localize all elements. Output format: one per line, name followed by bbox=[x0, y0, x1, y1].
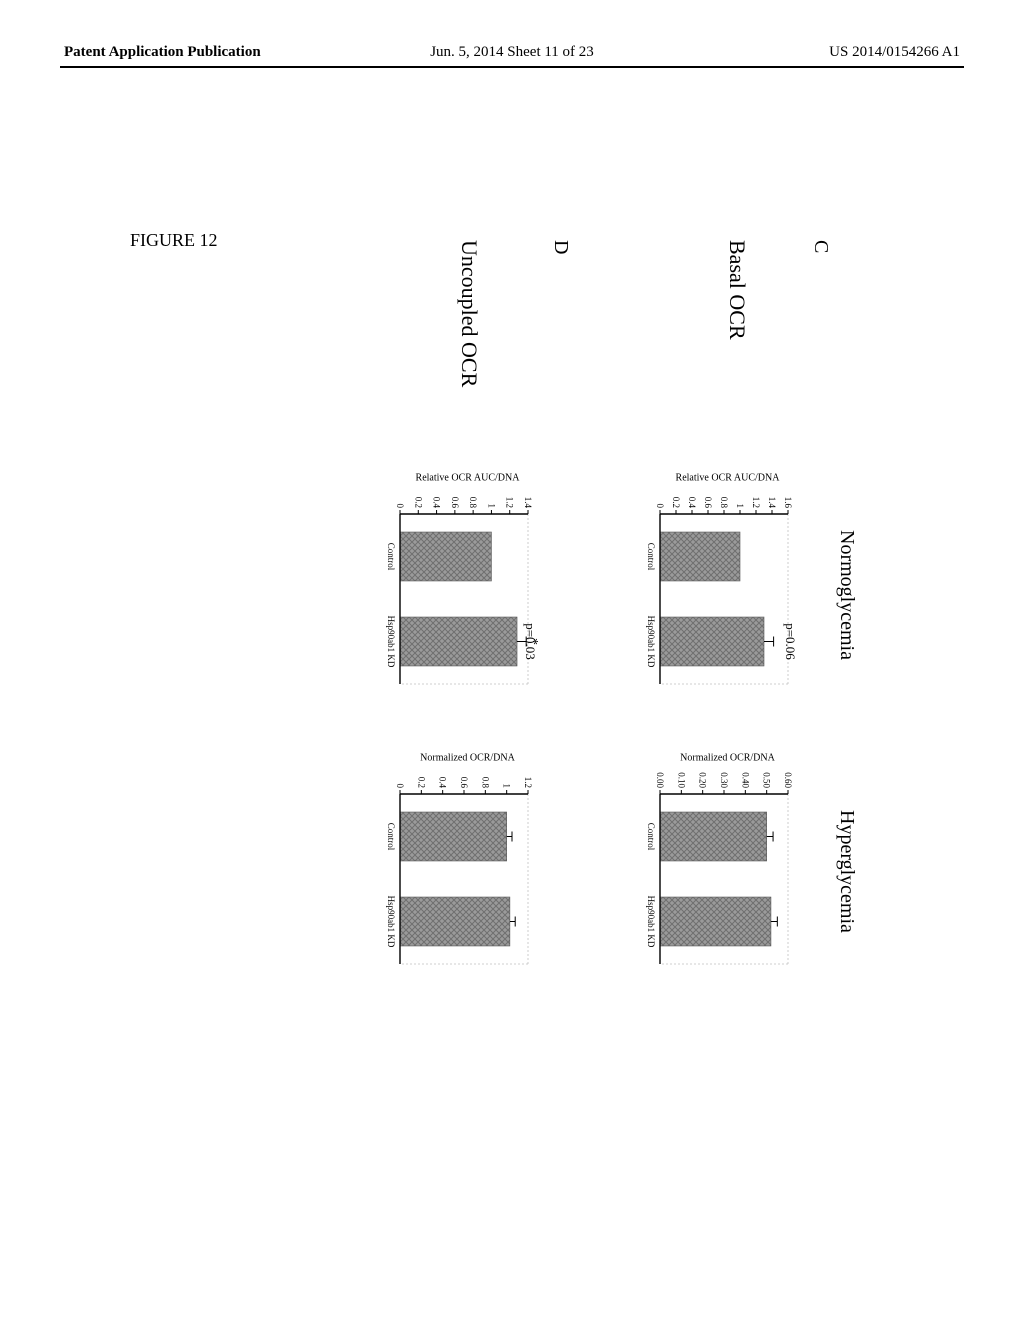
svg-text:0.30: 0.30 bbox=[719, 772, 729, 788]
row-label-basal-ocr: Basal OCR bbox=[724, 240, 750, 340]
svg-text:0: 0 bbox=[655, 504, 665, 509]
svg-text:0.8: 0.8 bbox=[468, 497, 478, 509]
col-title-normoglycemia: Normoglycemia bbox=[835, 530, 858, 660]
svg-text:0.2: 0.2 bbox=[413, 497, 423, 508]
figure-rotated-content: C Basal OCR D Uncoupled OCR Normoglycemi… bbox=[162, 240, 862, 1140]
svg-text:1: 1 bbox=[486, 504, 496, 509]
svg-text:Hsp90ab1 KD: Hsp90ab1 KD bbox=[386, 896, 396, 948]
svg-text:0.40: 0.40 bbox=[740, 772, 750, 788]
svg-text:1.2: 1.2 bbox=[523, 777, 533, 788]
ylabel-C-hyper: Normalized OCR/DNA bbox=[668, 753, 788, 764]
ylabel-D-normo: Relative OCR AUC/DNA bbox=[408, 473, 528, 484]
svg-text:0.10: 0.10 bbox=[676, 772, 686, 788]
svg-text:1.6: 1.6 bbox=[783, 497, 793, 509]
panel-C-letter: C bbox=[809, 240, 832, 253]
svg-text:0: 0 bbox=[395, 504, 405, 509]
svg-text:1.4: 1.4 bbox=[523, 497, 533, 509]
svg-text:Hsp90ab1 KD: Hsp90ab1 KD bbox=[646, 896, 656, 948]
svg-text:0.6: 0.6 bbox=[459, 777, 469, 789]
row-label-uncoupled-ocr: Uncoupled OCR bbox=[456, 240, 482, 387]
svg-text:Hsp90ab1 KD: Hsp90ab1 KD bbox=[646, 616, 656, 668]
svg-text:Control: Control bbox=[386, 823, 396, 851]
svg-text:0.6: 0.6 bbox=[450, 497, 460, 509]
bar-chart-D-hyper: 0 0.2 0.4 0.6 0.8 1 1.2 Control Hsp90ab1 KD bbox=[372, 750, 562, 970]
svg-text:Hsp90ab1 KD: Hsp90ab1 KD bbox=[386, 616, 396, 668]
ylabel-C-normo: Relative OCR AUC/DNA bbox=[668, 473, 788, 484]
svg-text:0.8: 0.8 bbox=[480, 777, 490, 789]
svg-text:p=0.03: p=0.03 bbox=[523, 623, 538, 660]
svg-text:0.60: 0.60 bbox=[783, 772, 793, 788]
svg-text:0.2: 0.2 bbox=[416, 777, 426, 788]
svg-text:Control: Control bbox=[646, 823, 656, 851]
svg-text:0.8: 0.8 bbox=[719, 497, 729, 509]
svg-text:0.00: 0.00 bbox=[655, 772, 665, 788]
bar-chart-C-hyper: 0.00 0.10 0.20 0.30 0.40 0.50 0.60 Control Hsp90… bbox=[632, 750, 822, 970]
svg-text:0.4: 0.4 bbox=[687, 497, 697, 509]
svg-text:1: 1 bbox=[502, 784, 512, 789]
svg-text:0.4: 0.4 bbox=[438, 777, 448, 789]
panel-D-letter: D bbox=[549, 240, 572, 254]
col-title-hyperglycemia: Hyperglycemia bbox=[835, 810, 858, 933]
svg-text:0.50: 0.50 bbox=[762, 772, 772, 788]
svg-text:1.2: 1.2 bbox=[751, 497, 761, 508]
svg-text:Control: Control bbox=[386, 543, 396, 571]
svg-text:Control: Control bbox=[646, 543, 656, 571]
ylabel-D-hyper: Normalized OCR/DNA bbox=[408, 753, 528, 764]
svg-text:0.6: 0.6 bbox=[703, 497, 713, 509]
svg-text:p=0.06: p=0.06 bbox=[783, 623, 798, 660]
bar-chart-C-normo: 0 0.2 0.4 0.6 0.8 1 1.2 1.4 1.6 Control Hsp90ab1 K… bbox=[632, 470, 822, 690]
svg-text:1: 1 bbox=[735, 504, 745, 509]
header-publication: Patent Application Publication bbox=[64, 44, 261, 61]
header-sheet-info: Jun. 5, 2014 Sheet 11 of 23 bbox=[430, 44, 594, 61]
bar-chart-D-normo: 00.20.40.60.811.21.4ControlHsp90ab1 KD*p… bbox=[372, 470, 562, 690]
svg-text:0: 0 bbox=[395, 784, 405, 789]
svg-text:0.4: 0.4 bbox=[432, 497, 442, 509]
svg-text:0.20: 0.20 bbox=[698, 772, 708, 788]
header-pub-number: US 2014/0154266 A1 bbox=[829, 44, 960, 61]
svg-text:1.4: 1.4 bbox=[767, 497, 777, 509]
svg-text:1.2: 1.2 bbox=[505, 497, 515, 508]
svg-text:0.2: 0.2 bbox=[671, 497, 681, 508]
